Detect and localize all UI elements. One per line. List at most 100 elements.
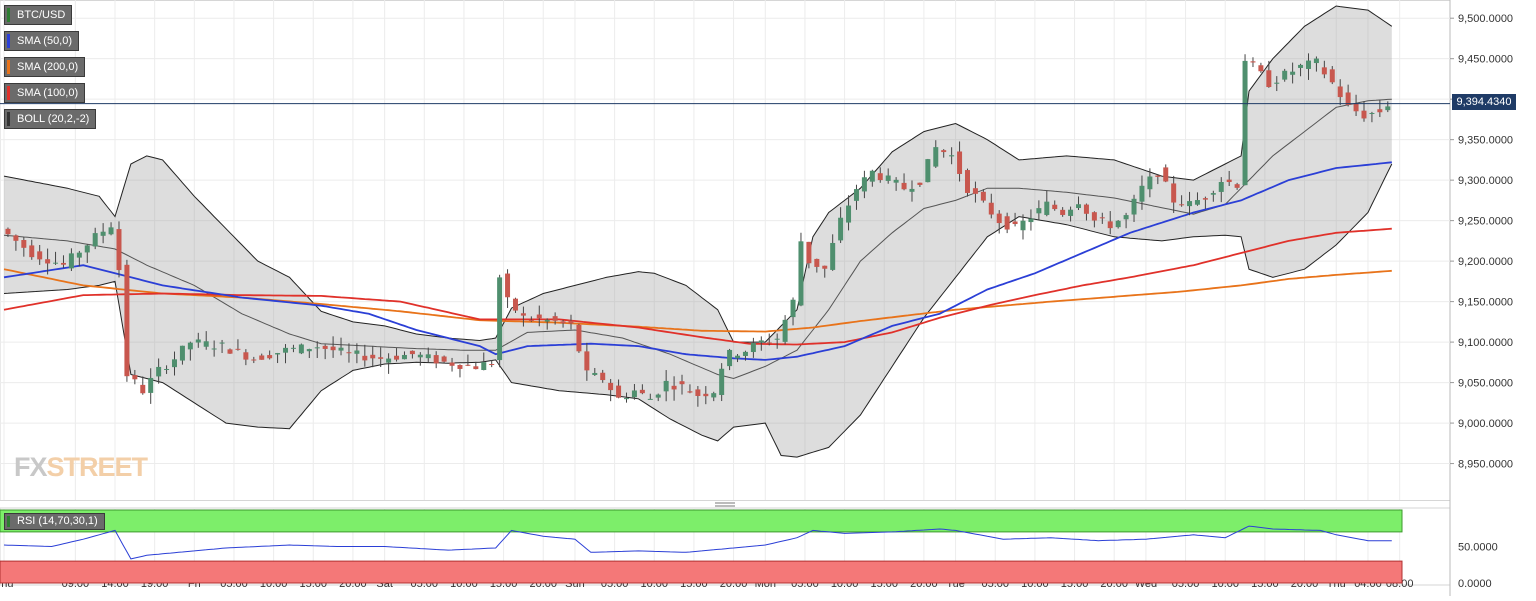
candle-bear (568, 320, 574, 324)
candle-bear (964, 170, 970, 193)
legend-swatch (7, 8, 10, 22)
candle-bear (1107, 221, 1113, 229)
candle-bull (417, 354, 423, 358)
candle-bear (1345, 92, 1351, 105)
candle-bear (21, 240, 27, 248)
candle-bull (1131, 198, 1137, 215)
candle-bear (330, 346, 336, 351)
legend-swatch (7, 60, 10, 74)
candle-bull (283, 347, 289, 353)
candle-bear (512, 298, 518, 311)
candle-bull (1313, 58, 1319, 64)
candle-bull (1369, 112, 1375, 114)
legend-sma100[interactable]: SMA (100,0) (4, 83, 86, 103)
candle-bull (758, 340, 764, 343)
current-price-tag: 9,394.4340 (1452, 94, 1516, 110)
candle-bear (806, 241, 812, 264)
candle-bull (1194, 200, 1200, 205)
candle-bear (1226, 179, 1232, 183)
candle-bear (60, 262, 66, 265)
candle-bear (322, 345, 328, 349)
candle-bull (314, 347, 320, 349)
candle-bear (235, 348, 241, 350)
candle-bull (203, 341, 209, 347)
candle-bull (853, 189, 859, 201)
candle-bear (1052, 204, 1058, 210)
candle-bear (5, 228, 11, 235)
candle-bear (441, 356, 447, 362)
candle-bull (401, 354, 407, 360)
candle-bull (211, 348, 217, 350)
candle-bull (846, 205, 852, 223)
bollinger-band-fill (4, 6, 1392, 458)
candle-bull (195, 339, 201, 343)
candle-bull (1218, 181, 1224, 192)
candle-bear (267, 355, 273, 359)
candle-bear (528, 319, 534, 321)
candle-bull (1298, 64, 1304, 68)
candle-bear (433, 355, 439, 364)
candle-bear (972, 188, 978, 194)
candle-bull (663, 380, 669, 392)
candle-bear (362, 355, 368, 361)
candle-bull (1115, 220, 1121, 228)
candle-bull (100, 231, 106, 236)
candle-bull (1242, 60, 1248, 186)
candle-bull (84, 245, 90, 253)
legend-sma50[interactable]: SMA (50,0) (4, 31, 80, 51)
candle-bull (949, 155, 955, 157)
candle-bull (386, 358, 392, 363)
legend-swatch (7, 516, 10, 527)
candle-bull (171, 359, 177, 368)
candle-bear (465, 364, 471, 366)
candle-bear (877, 173, 883, 181)
candle-bear (1091, 212, 1097, 221)
y-tick-label: 9,350.0000 (1458, 135, 1513, 147)
candle-bull (1123, 215, 1129, 220)
candle-bear (560, 321, 566, 324)
legend-swatch (7, 34, 10, 48)
candle-bear (1321, 67, 1327, 75)
candle-bear (1266, 70, 1272, 88)
candle-bull (909, 188, 915, 192)
candle-bull (497, 277, 503, 361)
candle-bull (298, 344, 304, 354)
candle-bull (719, 368, 725, 395)
candle-bull (647, 398, 653, 400)
candle-bull (1068, 209, 1074, 216)
candle-bull (1210, 193, 1216, 195)
candle-bear (988, 202, 994, 215)
legend-boll[interactable]: BOLL (20,2,-2) (4, 109, 97, 129)
candle-bull (1147, 176, 1153, 190)
candle-bull (76, 252, 82, 258)
candle-bull (108, 227, 114, 235)
y-tick-label: 9,150.0000 (1458, 297, 1513, 309)
legend-instrument[interactable]: BTC/USD (4, 5, 73, 25)
candle-bull (869, 170, 875, 182)
candle-bull (798, 241, 804, 306)
y-tick-label: 9,250.0000 (1458, 216, 1513, 228)
candle-bear (259, 355, 265, 360)
legend-boll-label: BOLL (20,2,-2) (17, 113, 90, 125)
candle-bull (1036, 208, 1042, 214)
candle-bear (1353, 103, 1359, 112)
candle-bear (1250, 61, 1256, 63)
rsi-y-tick-label: 0.0000 (1458, 578, 1492, 590)
candle-bull (187, 342, 193, 350)
candle-bull (1282, 70, 1288, 80)
legend-rsi[interactable]: RSI (14,70,30,1) (4, 513, 105, 530)
y-tick-label: 9,000.0000 (1458, 418, 1513, 430)
bollinger-middle-line (3, 98, 1392, 380)
candle-bear (505, 273, 511, 298)
legend-sma200-label: SMA (200,0) (17, 61, 79, 73)
candle-bull (631, 390, 637, 398)
candle-bear (132, 375, 138, 380)
candle-bear (814, 258, 820, 267)
legend-sma200[interactable]: SMA (200,0) (4, 57, 86, 77)
candle-bear (957, 151, 963, 174)
y-tick-label: 9,500.0000 (1458, 13, 1513, 25)
candle-bear (536, 314, 542, 319)
candle-bull (275, 353, 281, 355)
legend-sma100-label: SMA (100,0) (17, 87, 79, 99)
